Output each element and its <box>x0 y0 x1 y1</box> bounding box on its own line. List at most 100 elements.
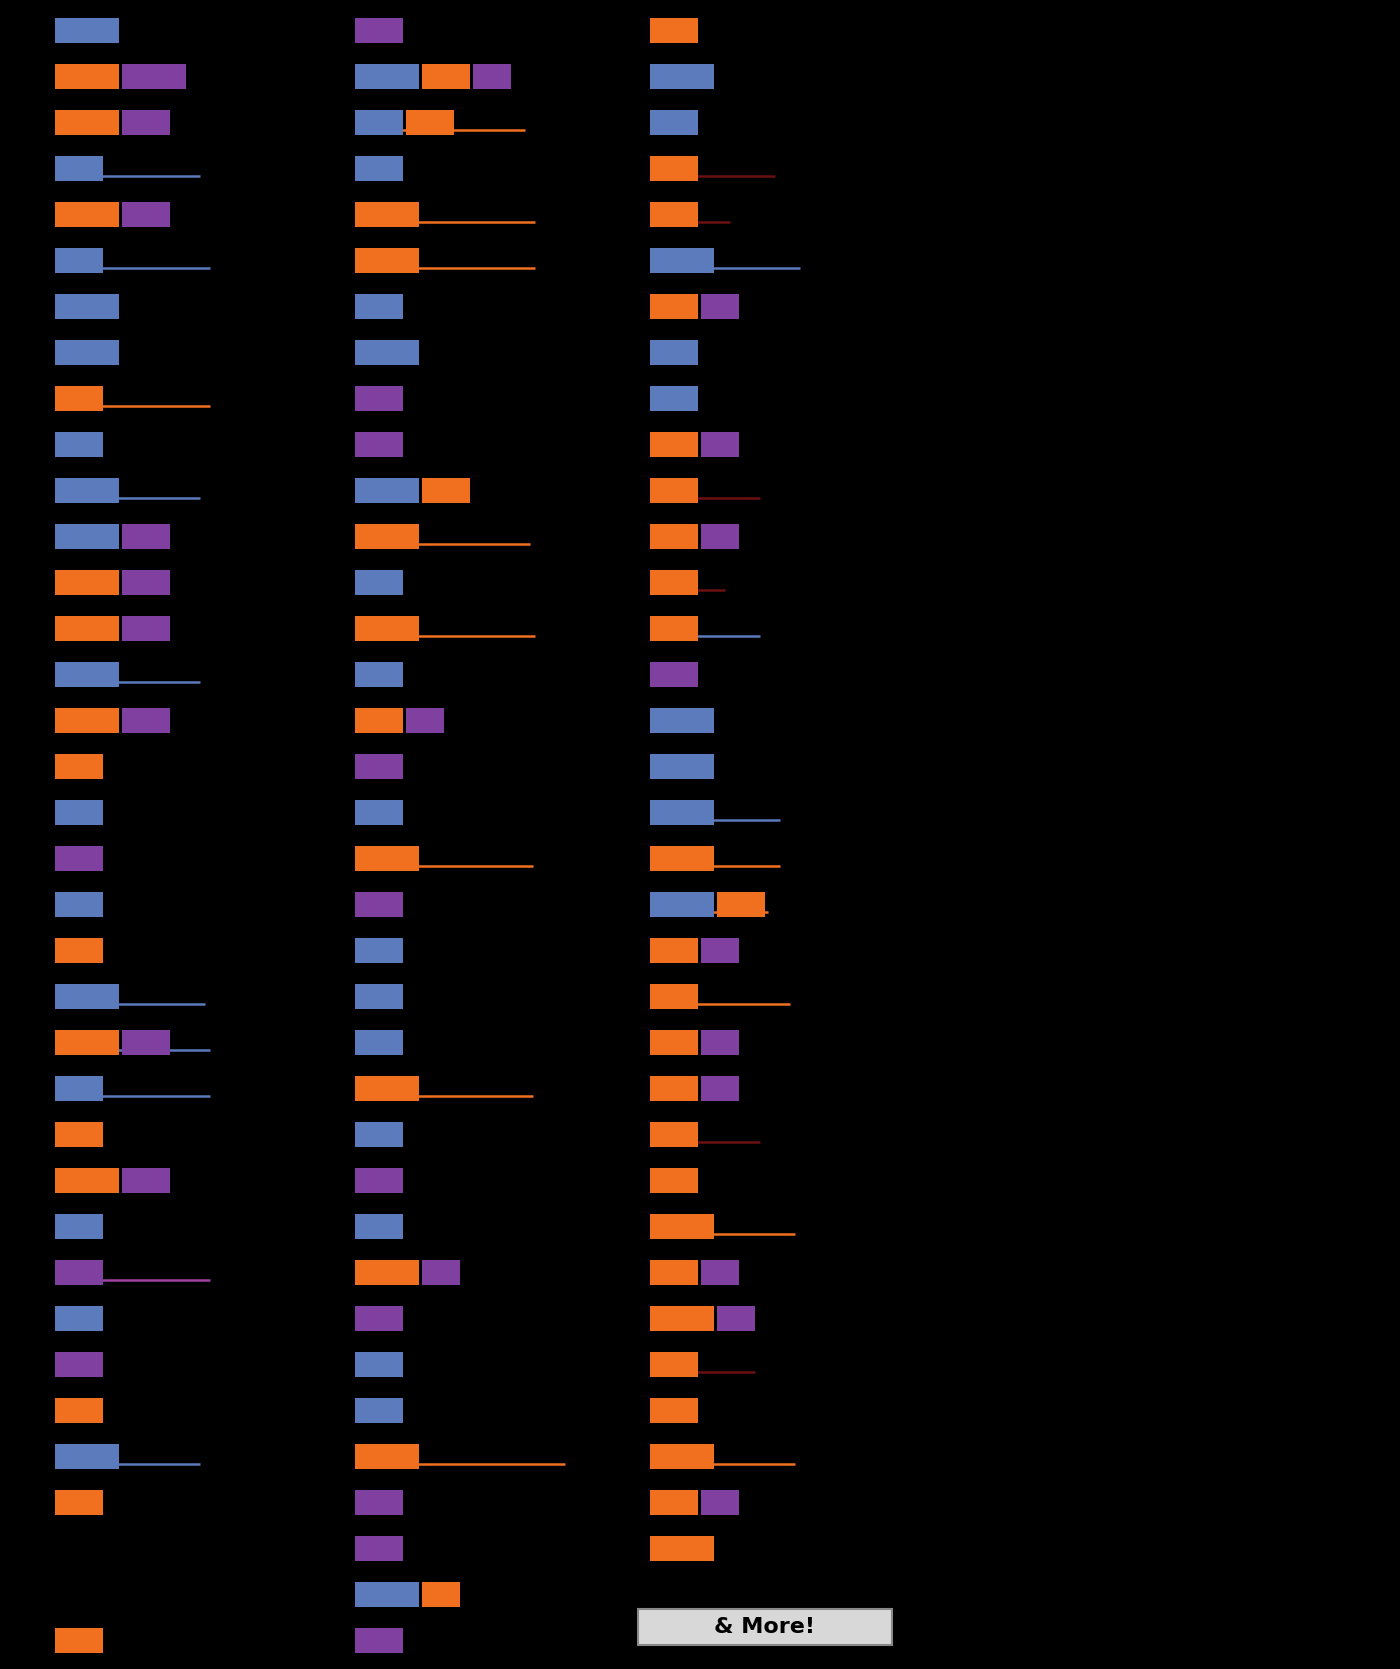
Bar <box>650 891 714 916</box>
Bar <box>421 1260 461 1285</box>
Bar <box>650 846 714 871</box>
Bar <box>356 1352 403 1377</box>
Bar <box>55 1030 119 1055</box>
Bar <box>55 432 104 457</box>
Bar <box>356 799 403 824</box>
Bar <box>356 340 419 366</box>
FancyBboxPatch shape <box>638 1609 892 1644</box>
Bar <box>701 938 739 963</box>
Bar <box>701 1490 739 1515</box>
Bar <box>55 1444 119 1469</box>
Bar <box>55 1122 104 1147</box>
Bar <box>701 294 739 319</box>
Bar <box>356 1122 403 1147</box>
Bar <box>55 799 104 824</box>
Bar <box>650 202 699 227</box>
Bar <box>650 477 699 502</box>
Bar <box>650 110 699 135</box>
Bar <box>356 571 403 596</box>
Bar <box>55 155 104 180</box>
Bar <box>356 524 419 549</box>
Bar <box>650 1213 714 1238</box>
Bar <box>356 202 419 227</box>
Bar <box>356 938 403 963</box>
Bar <box>55 891 104 916</box>
Bar <box>650 432 699 457</box>
Bar <box>55 1490 104 1515</box>
Bar <box>55 571 119 596</box>
Bar <box>650 63 714 88</box>
Bar <box>122 202 169 227</box>
Bar <box>55 1352 104 1377</box>
Bar <box>650 1444 714 1469</box>
Bar <box>356 155 403 180</box>
Bar <box>122 1168 169 1193</box>
Bar <box>55 524 119 549</box>
Bar <box>356 985 403 1010</box>
Bar <box>650 663 699 688</box>
Bar <box>406 110 454 135</box>
Bar <box>55 1307 104 1330</box>
Bar <box>122 1030 169 1055</box>
Bar <box>55 1168 119 1193</box>
Bar <box>650 1077 699 1102</box>
Bar <box>406 708 444 733</box>
Bar <box>356 1307 403 1330</box>
Bar <box>356 846 419 871</box>
Bar <box>55 985 119 1010</box>
Bar <box>122 110 169 135</box>
Bar <box>356 1399 403 1424</box>
Bar <box>650 1168 699 1193</box>
Bar <box>55 110 119 135</box>
Bar <box>650 985 699 1010</box>
Bar <box>356 477 419 502</box>
Bar <box>356 754 403 779</box>
Bar <box>650 294 699 319</box>
Bar <box>421 477 470 502</box>
Bar <box>717 1307 756 1330</box>
Bar <box>122 63 186 88</box>
Bar <box>650 1399 699 1424</box>
Bar <box>356 386 403 411</box>
Bar <box>356 663 403 688</box>
Bar <box>356 1260 419 1285</box>
Bar <box>55 294 119 319</box>
Bar <box>701 1030 739 1055</box>
Bar <box>650 340 699 366</box>
Bar <box>55 1260 104 1285</box>
Bar <box>55 754 104 779</box>
Bar <box>55 202 119 227</box>
Bar <box>55 340 119 366</box>
Bar <box>650 938 699 963</box>
Bar <box>650 249 714 274</box>
Bar <box>650 799 714 824</box>
Bar <box>122 708 169 733</box>
Bar <box>356 1582 419 1607</box>
Bar <box>356 708 403 733</box>
Bar <box>650 524 699 549</box>
Bar <box>356 1168 403 1193</box>
Bar <box>650 571 699 596</box>
Bar <box>122 616 169 641</box>
Bar <box>650 1030 699 1055</box>
Bar <box>356 1213 403 1238</box>
Bar <box>701 432 739 457</box>
Bar <box>356 1030 403 1055</box>
Bar <box>55 63 119 88</box>
Bar <box>55 1627 104 1652</box>
Bar <box>701 1260 739 1285</box>
Bar <box>650 1260 699 1285</box>
Bar <box>356 63 419 88</box>
Bar <box>650 1307 714 1330</box>
Bar <box>55 708 119 733</box>
Bar <box>650 386 699 411</box>
Bar <box>650 155 699 180</box>
Bar <box>55 1399 104 1424</box>
Bar <box>356 891 403 916</box>
Bar <box>356 249 419 274</box>
Bar <box>650 1122 699 1147</box>
Bar <box>122 571 169 596</box>
Bar <box>421 1582 461 1607</box>
Bar <box>55 616 119 641</box>
Bar <box>55 1077 104 1102</box>
